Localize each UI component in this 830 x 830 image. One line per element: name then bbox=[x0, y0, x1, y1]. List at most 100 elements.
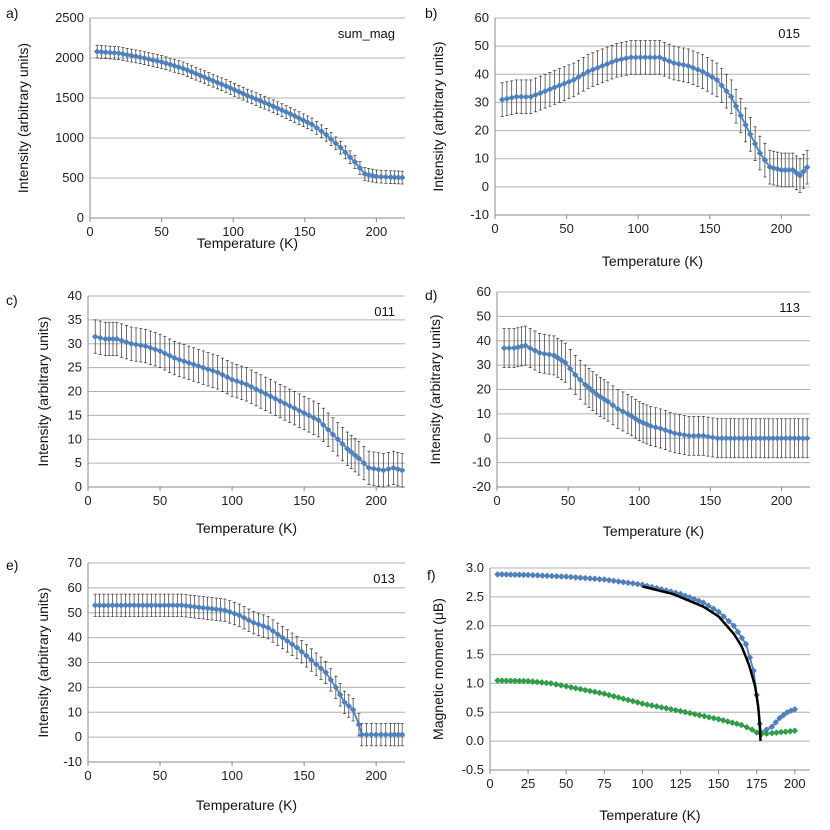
data-point bbox=[681, 431, 688, 439]
data-point bbox=[360, 459, 368, 467]
data-point bbox=[714, 435, 721, 442]
data-point bbox=[349, 706, 357, 714]
y-tick-label: 1500 bbox=[55, 90, 84, 105]
series-line-011 bbox=[94, 335, 403, 472]
data-point bbox=[274, 631, 281, 638]
y-tick-label: 500 bbox=[62, 170, 84, 185]
data-point bbox=[105, 335, 113, 343]
data-point bbox=[339, 440, 346, 448]
data-point bbox=[355, 721, 363, 728]
data-point bbox=[786, 434, 794, 442]
x-tick-label: 125 bbox=[670, 776, 692, 791]
data-point bbox=[536, 349, 543, 357]
data-point bbox=[705, 713, 713, 721]
data-point bbox=[356, 164, 364, 172]
data-point bbox=[629, 580, 637, 587]
y-axis-label: Intensity (arbitrary units) bbox=[15, 43, 31, 193]
data-point bbox=[803, 434, 811, 442]
data-point bbox=[119, 50, 127, 58]
data-point bbox=[395, 174, 402, 181]
data-point bbox=[562, 683, 570, 690]
y-tick-label: 1.5 bbox=[466, 647, 484, 662]
data-point bbox=[710, 714, 718, 722]
series-annotation: sum_mag bbox=[338, 26, 395, 41]
data-point bbox=[547, 680, 555, 687]
data-point bbox=[346, 153, 354, 161]
x-tick-label: 0 bbox=[86, 224, 93, 239]
data-point bbox=[765, 435, 773, 442]
data-point bbox=[264, 624, 272, 631]
data-point bbox=[342, 149, 349, 156]
data-point bbox=[700, 599, 707, 606]
data-point bbox=[516, 571, 523, 579]
data-point bbox=[713, 76, 721, 84]
data-point bbox=[305, 412, 313, 419]
data-point bbox=[642, 54, 649, 61]
data-point bbox=[310, 414, 318, 422]
data-point bbox=[585, 384, 593, 392]
x-axis-label: Temperature (K) bbox=[599, 807, 700, 823]
data-point bbox=[269, 627, 277, 635]
x-tick-label: 100 bbox=[628, 493, 650, 508]
y-tick-label: 60 bbox=[475, 10, 489, 25]
x-tick-label: 0 bbox=[486, 776, 493, 791]
y-tick-label: -10 bbox=[472, 455, 491, 470]
y-axis-label: Magnetic moment (μB) bbox=[430, 598, 446, 740]
data-point bbox=[667, 705, 675, 713]
data-point bbox=[748, 726, 756, 733]
data-point bbox=[187, 603, 194, 610]
data-point bbox=[695, 432, 702, 440]
x-tick-label: 0 bbox=[84, 768, 91, 783]
data-point bbox=[106, 49, 114, 56]
series-annotation: 011 bbox=[374, 304, 395, 319]
y-tick-label: 2000 bbox=[55, 50, 84, 65]
data-point bbox=[132, 341, 140, 348]
x-tick-label: 100 bbox=[221, 493, 243, 508]
data-point bbox=[161, 350, 169, 357]
x-tick-label: 150 bbox=[708, 776, 730, 791]
data-point bbox=[729, 719, 736, 726]
data-point bbox=[652, 424, 659, 431]
data-point bbox=[763, 726, 770, 733]
x-tick-label: 50 bbox=[153, 768, 167, 783]
x-tick-label: 200 bbox=[771, 221, 793, 236]
data-point bbox=[398, 467, 406, 474]
data-point bbox=[610, 693, 618, 700]
data-point bbox=[315, 416, 322, 424]
data-point bbox=[334, 435, 342, 443]
panel-label: a) bbox=[6, 5, 18, 21]
data-point bbox=[727, 435, 734, 442]
x-tick-label: 175 bbox=[746, 776, 768, 791]
data-point bbox=[262, 390, 269, 398]
data-point bbox=[639, 700, 646, 707]
data-point bbox=[622, 55, 630, 62]
fit-curve bbox=[642, 585, 762, 742]
data-point bbox=[545, 351, 553, 358]
data-point bbox=[169, 602, 177, 609]
data-point bbox=[690, 432, 698, 440]
data-point bbox=[634, 699, 641, 706]
series-annotation: 113 bbox=[779, 300, 800, 315]
y-tick-label: 10 bbox=[475, 151, 489, 166]
y-tick-label: 60 bbox=[68, 580, 82, 595]
x-tick-label: 100 bbox=[632, 776, 654, 791]
data-point bbox=[803, 163, 811, 171]
data-point bbox=[694, 66, 702, 73]
data-point bbox=[337, 144, 344, 151]
series-annotation: 015 bbox=[778, 26, 800, 41]
data-point bbox=[322, 669, 330, 676]
data-point bbox=[589, 387, 597, 395]
data-point bbox=[662, 705, 670, 712]
y-axis-label: Intensity (arbitrary units) bbox=[35, 587, 51, 737]
data-point bbox=[214, 369, 221, 376]
data-point bbox=[212, 606, 220, 613]
data-point bbox=[365, 464, 373, 472]
data-point bbox=[145, 55, 152, 63]
data-point bbox=[629, 697, 637, 705]
data-point bbox=[785, 166, 793, 174]
data-point bbox=[391, 174, 398, 181]
x-tick-label: 150 bbox=[294, 224, 316, 239]
data-point bbox=[312, 660, 320, 668]
data-point bbox=[395, 731, 402, 738]
series-annotation: 013 bbox=[373, 571, 395, 586]
